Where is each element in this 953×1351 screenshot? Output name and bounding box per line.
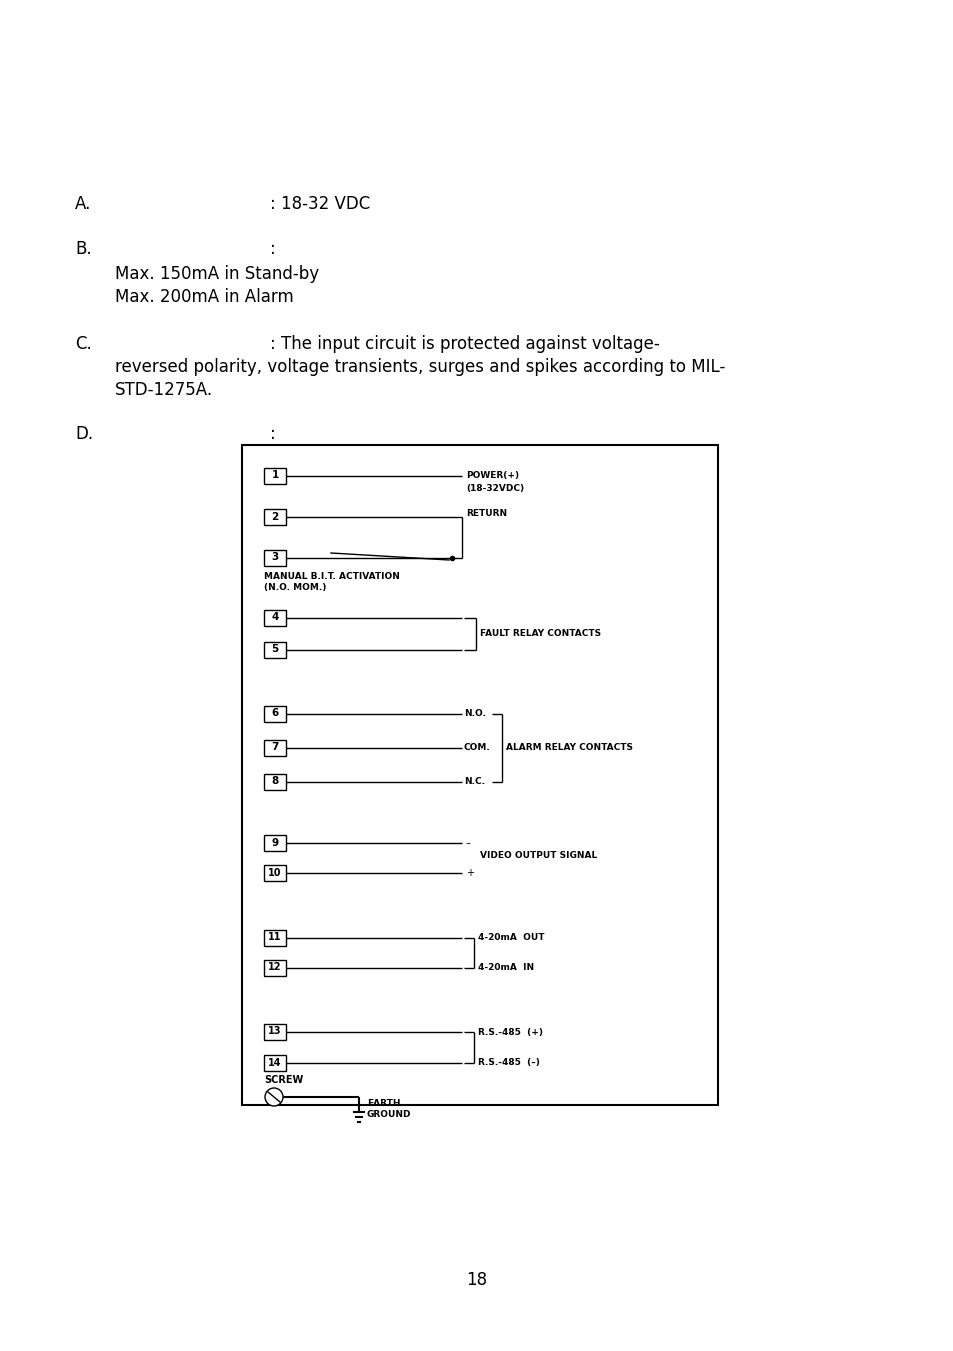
Text: EARTH: EARTH [367, 1098, 400, 1108]
Text: FAULT RELAY CONTACTS: FAULT RELAY CONTACTS [479, 630, 600, 639]
Text: (N.O. MOM.): (N.O. MOM.) [264, 584, 326, 592]
Text: VIDEO OUTPUT SIGNAL: VIDEO OUTPUT SIGNAL [479, 851, 597, 859]
Text: N.C.: N.C. [463, 777, 484, 786]
Text: 1: 1 [271, 470, 278, 481]
Bar [264, 467, 286, 484]
Bar [264, 740, 286, 757]
Bar [264, 707, 286, 721]
Bar [242, 444, 718, 1105]
Text: GROUND: GROUND [367, 1111, 411, 1119]
Text: : The input circuit is protected against voltage-: : The input circuit is protected against… [270, 335, 659, 353]
Text: 8: 8 [271, 777, 278, 786]
Bar [264, 550, 286, 566]
Text: 13: 13 [268, 1027, 281, 1036]
Text: 3: 3 [271, 553, 278, 562]
Text: (18-32VDC): (18-32VDC) [465, 484, 523, 493]
Circle shape [265, 1088, 283, 1106]
Text: A.: A. [75, 195, 91, 213]
Text: reversed polarity, voltage transients, surges and spikes according to MIL-: reversed polarity, voltage transients, s… [115, 358, 724, 376]
Bar [264, 961, 286, 975]
Text: :: : [270, 240, 275, 258]
Bar [264, 1024, 286, 1040]
Bar [264, 929, 286, 946]
Text: 2: 2 [271, 512, 278, 521]
Text: ALARM RELAY CONTACTS: ALARM RELAY CONTACTS [505, 743, 633, 753]
Text: 10: 10 [268, 867, 281, 878]
Text: R.S.-485  (–): R.S.-485 (–) [477, 1058, 539, 1067]
Text: POWER(+): POWER(+) [465, 471, 518, 480]
Text: SCREW: SCREW [264, 1075, 303, 1085]
Text: 6: 6 [271, 708, 278, 719]
Text: STD-1275A.: STD-1275A. [115, 381, 213, 399]
Bar [264, 865, 286, 881]
Text: –: – [465, 838, 471, 848]
Bar [264, 835, 286, 851]
Text: R.S.-485  (+): R.S.-485 (+) [477, 1028, 542, 1036]
Text: B.: B. [75, 240, 91, 258]
Bar [264, 509, 286, 526]
Text: 12: 12 [268, 962, 281, 973]
Text: 4-20mA  OUT: 4-20mA OUT [477, 934, 544, 943]
Text: RETURN: RETURN [465, 509, 507, 519]
Text: 7: 7 [271, 743, 278, 753]
Text: 5: 5 [271, 644, 278, 654]
Text: +: + [465, 867, 474, 878]
Text: Max. 200mA in Alarm: Max. 200mA in Alarm [115, 288, 294, 305]
Text: 11: 11 [268, 932, 281, 943]
Bar [264, 611, 286, 626]
Text: :: : [270, 426, 275, 443]
Text: 9: 9 [272, 838, 278, 847]
Text: 4-20mA  IN: 4-20mA IN [477, 963, 534, 973]
Text: 18: 18 [466, 1271, 487, 1289]
Text: COM.: COM. [463, 743, 490, 753]
Text: N.O.: N.O. [463, 709, 485, 719]
Bar [264, 642, 286, 658]
Text: 4: 4 [271, 612, 278, 623]
Text: D.: D. [75, 426, 93, 443]
Bar [264, 774, 286, 790]
Text: : 18-32 VDC: : 18-32 VDC [270, 195, 370, 213]
Text: MANUAL B.I.T. ACTIVATION: MANUAL B.I.T. ACTIVATION [264, 571, 399, 581]
Text: 14: 14 [268, 1058, 281, 1067]
Text: C.: C. [75, 335, 91, 353]
Text: Max. 150mA in Stand-by: Max. 150mA in Stand-by [115, 265, 319, 282]
Bar [264, 1055, 286, 1071]
